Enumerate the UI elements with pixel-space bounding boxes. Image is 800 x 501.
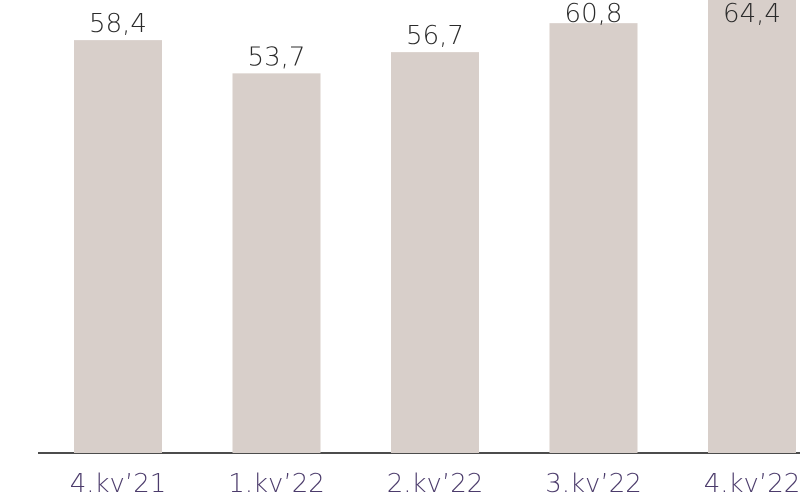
bar — [391, 52, 479, 453]
bar — [74, 40, 162, 453]
x-tick-label: 1.kv’22 — [228, 469, 325, 499]
bar — [549, 23, 638, 453]
value-label: 56,7 — [406, 21, 464, 51]
value-label: 53,7 — [248, 42, 306, 72]
bar — [708, 0, 796, 454]
x-tick-label: 2.kv’22 — [387, 469, 484, 499]
x-tick-label: 4.kv’22 — [704, 469, 800, 499]
x-tick-label: 3.kv’22 — [545, 469, 642, 499]
x-tick-label: 4.kv’21 — [70, 469, 167, 499]
bar — [232, 73, 321, 453]
value-label: 58,4 — [89, 9, 147, 39]
value-label: 64,4 — [723, 0, 781, 29]
value-label: 60,8 — [565, 0, 623, 29]
